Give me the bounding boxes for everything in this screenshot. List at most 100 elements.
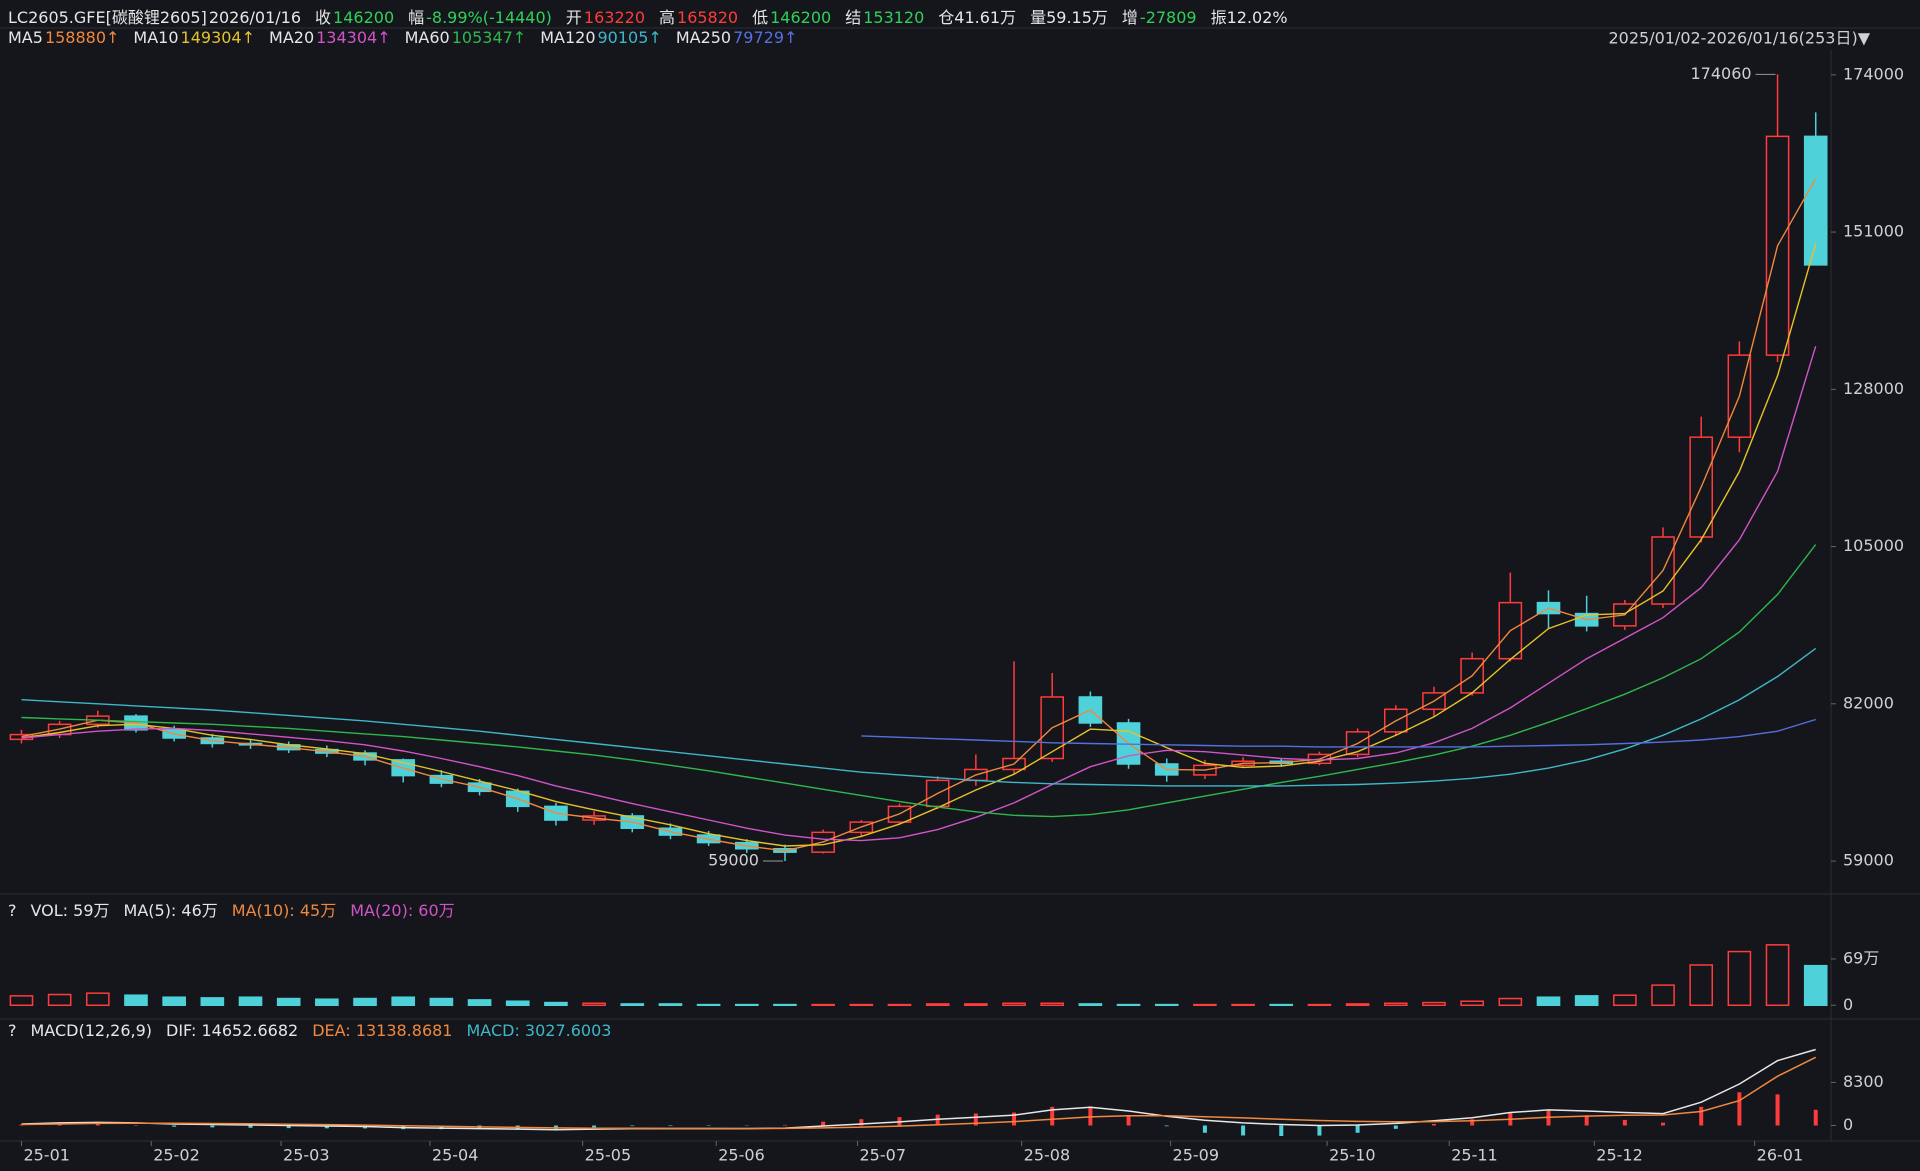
y-tick-label: 69万 <box>1843 948 1879 967</box>
macd-bar <box>19 1124 24 1126</box>
volume-bar <box>811 1003 835 1007</box>
x-tick-label: 25-10 <box>1329 1146 1376 1165</box>
quote-item: 高 <box>659 8 676 27</box>
legend-name: MA60 <box>404 28 450 47</box>
volume-bar <box>276 997 301 1007</box>
vol-item: ? <box>8 901 17 920</box>
x-tick-label: 25-02 <box>153 1146 200 1165</box>
macd-bar <box>973 1113 978 1126</box>
x-tick-label: 25-05 <box>585 1146 632 1165</box>
macd-bar <box>1241 1125 1246 1136</box>
macd-bar <box>172 1125 177 1127</box>
y-tick-label: 59000 <box>1843 851 1894 870</box>
volume-bar <box>1536 996 1561 1007</box>
macd-bar <box>1317 1125 1322 1136</box>
macd-bar <box>1546 1110 1551 1126</box>
quote-header: LC2605.GFE[碳酸锂2605] 2026/01/16 收 146200 幅 -8.… <box>8 4 1302 28</box>
vol-item: MA(5): 46万 <box>123 901 218 920</box>
legend-name: MA20 <box>269 28 315 47</box>
volume-bar <box>1460 1000 1484 1007</box>
x-tick-label: 25-08 <box>1024 1146 1071 1165</box>
macd-bar <box>324 1125 329 1129</box>
volume-bar <box>353 997 377 1007</box>
volume-bar <box>1651 984 1675 1007</box>
volume-bar <box>1613 994 1637 1007</box>
macd-bar <box>286 1125 291 1129</box>
macd-bar <box>1470 1119 1475 1126</box>
legend-name: MA5 <box>8 28 43 47</box>
volume-bar <box>658 1003 683 1007</box>
macd-bar <box>95 1123 100 1126</box>
legend-value: 105347↑ <box>451 28 527 47</box>
macd-bar <box>133 1124 138 1126</box>
volume-bar <box>85 992 110 1007</box>
macd-item: ? <box>8 1021 17 1040</box>
macd-header: ? MACD(12,26,9) DIF: 14652.6682 DEA: 13138.… <box>8 1021 625 1040</box>
volume-bar <box>1765 944 1790 1007</box>
macd-item: MACD: 3027.6003 <box>466 1021 612 1040</box>
legend-value: 158880↑ <box>44 28 120 47</box>
volume-bar <box>620 1003 645 1007</box>
volume-bar <box>1383 1002 1408 1007</box>
y-tick-label: 8300 <box>1843 1072 1884 1091</box>
x-tick-label: 25-09 <box>1173 1146 1220 1165</box>
volume-bar <box>696 1003 721 1007</box>
ma-legend: MA5 158880↑ MA10 149304↑ MA20 134304↑ MA60 1053… <box>8 28 811 47</box>
macd-bar <box>1012 1112 1017 1126</box>
volume-bar <box>1307 1003 1332 1007</box>
legend-name: MA120 <box>540 28 596 47</box>
line-ma10 <box>21 243 1817 847</box>
quote-item: 收 <box>315 8 332 27</box>
macd-bar <box>592 1125 597 1128</box>
macd-bar <box>668 1125 673 1127</box>
macd-bar <box>1393 1125 1398 1129</box>
volume-bar <box>391 996 416 1007</box>
volume-bar <box>1193 1003 1217 1007</box>
macd-bar <box>821 1121 826 1126</box>
volume-bar <box>1002 1002 1026 1007</box>
x-tick-label: 25-03 <box>283 1146 330 1165</box>
vol-header: ? VOL: 59万 MA(5): 46万 MA(10): 45万 MA(20): 60… <box>8 897 469 921</box>
y-tick-label: 105000 <box>1843 536 1904 555</box>
macd-bar <box>1126 1116 1131 1126</box>
quote-item: 165820 <box>677 8 739 27</box>
volume-bar <box>1498 997 1523 1007</box>
line-ma250 <box>861 718 1816 748</box>
quote-item: -8.99%(-14440) <box>426 8 552 27</box>
x-tick-label: 25-06 <box>718 1146 765 1165</box>
date-range: 2025/01/02-2026/01/16(253日)▼ <box>1608 29 1870 48</box>
volume-bar <box>1574 995 1599 1007</box>
volume-bar <box>200 997 225 1007</box>
line-dea <box>21 1056 1817 1130</box>
y-tick-label: 174000 <box>1843 64 1904 83</box>
macd-bar <box>935 1114 940 1126</box>
macd-bar <box>1699 1106 1704 1126</box>
macd-bar <box>1279 1125 1284 1136</box>
line-dif <box>21 1048 1816 1131</box>
quote-item: 低 <box>752 8 769 27</box>
macd-bar <box>1431 1123 1436 1126</box>
macd-bar <box>1164 1125 1169 1127</box>
quote-item: 146200 <box>333 8 395 27</box>
macd-bar <box>248 1125 253 1128</box>
y-tick-label: 0 <box>1843 995 1853 1014</box>
macd-bar <box>210 1125 215 1128</box>
quote-item: -27809 <box>1139 8 1197 27</box>
volume-bar <box>467 999 492 1007</box>
quote-item: 2026/01/16 <box>208 8 302 27</box>
candle-body <box>1803 135 1828 266</box>
x-tick-label: 25-11 <box>1451 1146 1498 1165</box>
volume-bar <box>1078 1003 1103 1007</box>
line-ma120 <box>21 647 1817 787</box>
quote-item: 结 <box>845 8 862 27</box>
volume-bar <box>238 996 263 1007</box>
quote-item: 163220 <box>583 8 645 27</box>
macd-bar <box>1355 1125 1360 1133</box>
vol-item: MA(10): 45万 <box>231 901 337 920</box>
macd-bar <box>1622 1119 1627 1126</box>
volume-bar <box>1422 1001 1446 1007</box>
low-label: 59000 <box>708 851 759 870</box>
legend-value: 90105↑ <box>597 28 662 47</box>
